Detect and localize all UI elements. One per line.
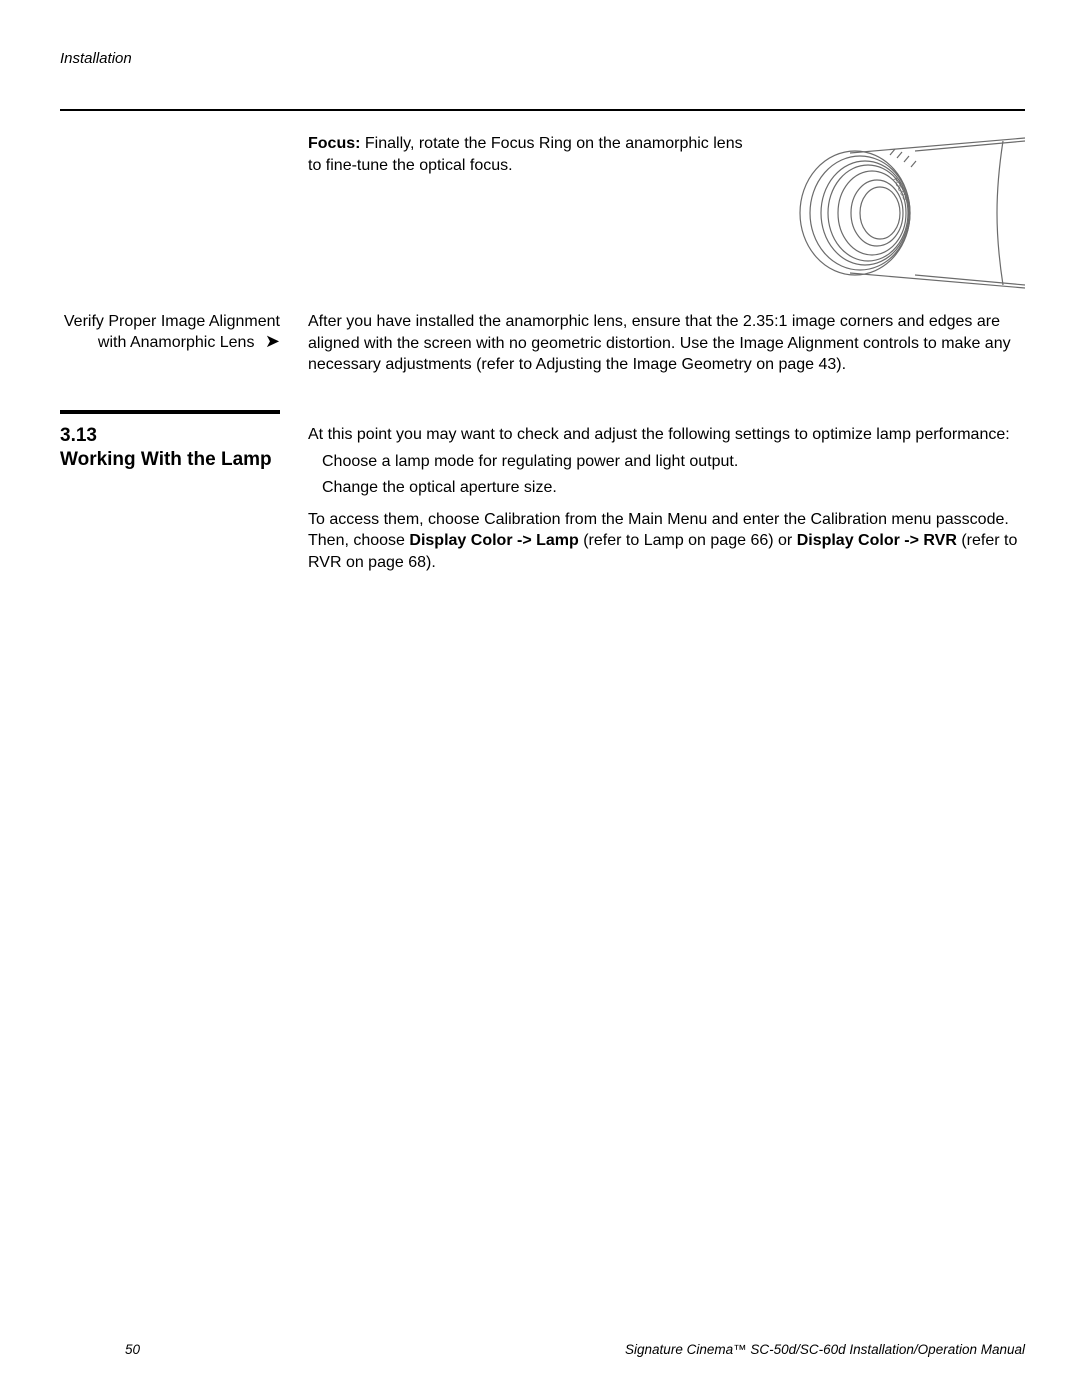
verify-main: After you have installed the anamorphic … <box>308 311 1025 382</box>
verify-side-label: Verify Proper Image Alignment with Anamo… <box>64 313 280 351</box>
access-bold-2: Display Color -> RVR <box>797 532 957 549</box>
page: Installation <box>0 0 1080 1397</box>
focus-sidecol <box>60 133 280 293</box>
running-head: Installation <box>60 50 1025 67</box>
focus-lead: Focus: <box>308 135 360 152</box>
footer-title: Signature Cinema™ SC-50d/SC-60d Installa… <box>220 1342 1025 1357</box>
section-main: At this point you may want to check and … <box>308 424 1025 580</box>
verify-paragraph: After you have installed the anamorphic … <box>308 311 1025 376</box>
section-item-2: Change the optical aperture size. <box>308 477 1025 499</box>
section-item-1: Choose a lamp mode for regulating power … <box>308 451 1025 473</box>
focus-main: FOCUS Focus: Finally, rotate the Focus R… <box>308 133 1025 293</box>
section-access: To access them, choose Calibration from … <box>308 509 1025 574</box>
verify-row: Verify Proper Image Alignment with Anamo… <box>60 311 1025 382</box>
top-rule <box>60 109 1025 111</box>
verify-post: on page 43). <box>756 356 846 373</box>
section-heading: 3.13 Working With the Lamp <box>60 424 280 472</box>
section-number: 3.13 <box>60 424 280 448</box>
page-footer: 50 Signature Cinema™ SC-50d/SC-60d Insta… <box>60 1342 1025 1357</box>
section-rule <box>60 410 280 414</box>
verify-sidecol: Verify Proper Image Alignment with Anamo… <box>60 311 280 382</box>
section-title: Working With the Lamp <box>60 448 280 472</box>
section-intro: At this point you may want to check and … <box>308 424 1025 446</box>
access-mid-1: (refer to Lamp on page 66) or <box>579 532 797 549</box>
lens-icon: FOCUS <box>765 133 1025 293</box>
arrow-icon: ➤ <box>265 332 280 350</box>
page-number: 50 <box>60 1342 140 1357</box>
verify-link: Adjusting the Image Geometry <box>536 356 752 373</box>
section-row: 3.13 Working With the Lamp At this point… <box>60 424 1025 580</box>
lens-illustration: FOCUS <box>765 133 1025 293</box>
access-bold-1: Display Color -> Lamp <box>409 532 578 549</box>
focus-row: FOCUS Focus: Finally, rotate the Focus R… <box>60 133 1025 293</box>
focus-text: Finally, rotate the Focus Ring on the an… <box>308 135 743 174</box>
